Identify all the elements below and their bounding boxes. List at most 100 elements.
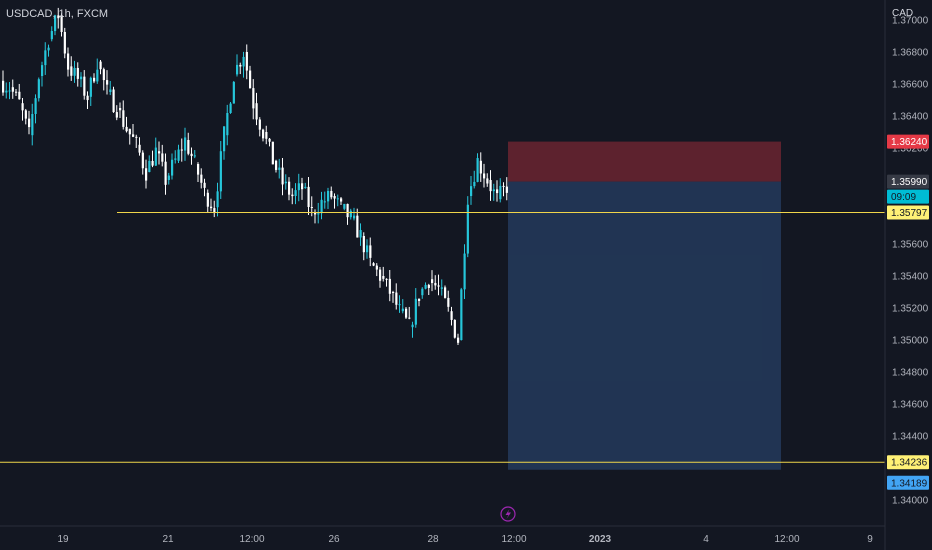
horizontal-lines[interactable] [0, 211, 885, 463]
candle [301, 177, 304, 200]
candle-body [496, 189, 499, 194]
candle [96, 58, 99, 84]
candle-body [333, 196, 336, 199]
candle-body [210, 206, 213, 209]
candle [392, 290, 395, 303]
candle [122, 100, 125, 130]
candle-body [447, 297, 450, 307]
candle-body [291, 194, 294, 197]
candle-body [197, 164, 200, 175]
candle-body [362, 236, 365, 253]
candle-body [47, 47, 50, 51]
candle-body [502, 185, 505, 187]
candle [57, 7, 60, 29]
candle-body [28, 118, 31, 128]
price-tag-bg [887, 174, 929, 189]
candle-body [265, 132, 268, 139]
candle [385, 278, 388, 287]
candle [327, 187, 330, 210]
x-tick-label: 9 [867, 534, 873, 545]
candle [128, 128, 131, 145]
candle [460, 287, 463, 341]
candle [414, 288, 417, 328]
candle [489, 170, 492, 201]
candle [151, 150, 154, 168]
candle [483, 163, 486, 188]
candle-body [8, 90, 11, 92]
candle [47, 44, 50, 57]
candle [424, 282, 427, 290]
candle [479, 152, 482, 182]
candle-body [93, 77, 96, 82]
candle-body [112, 89, 115, 113]
candle-body [343, 203, 346, 209]
candle-body [479, 160, 482, 174]
candle [359, 223, 362, 246]
candle-body [262, 129, 265, 139]
candle [210, 198, 213, 212]
candle [226, 104, 229, 146]
price-tag-hline: 1.34236 [887, 455, 929, 470]
candle-body [236, 64, 239, 75]
candle-body [486, 178, 489, 184]
candle-body [171, 159, 174, 176]
lightning-bolt-icon [505, 509, 511, 519]
candle-body [268, 138, 271, 142]
position-zones[interactable] [508, 141, 781, 470]
candle [434, 275, 437, 290]
candle-body [304, 186, 307, 188]
candle-body [164, 161, 167, 185]
candle [291, 188, 294, 205]
candle [320, 191, 323, 220]
price-tag-bg [887, 189, 929, 204]
candle [154, 137, 157, 167]
y-tick-label: 1.36800 [892, 48, 929, 59]
candle [54, 14, 57, 36]
candle-body [252, 88, 255, 109]
candle [252, 79, 255, 120]
y-tick-label: 1.36200 [892, 144, 929, 155]
candle [219, 141, 222, 199]
candle [174, 150, 177, 164]
candle-body [203, 182, 206, 188]
candle-body [109, 89, 112, 92]
candle-body [21, 103, 24, 111]
candle [271, 141, 274, 165]
candle-body [460, 289, 463, 340]
candle [275, 159, 278, 173]
stop-loss-zone[interactable] [508, 141, 781, 182]
candle-body [356, 215, 359, 238]
y-tick-label: 1.35400 [892, 272, 929, 283]
candle-body [180, 149, 183, 151]
price-tag-label: 1.34236 [891, 458, 928, 469]
candle [180, 138, 183, 162]
candle-body [499, 185, 502, 200]
candle [18, 83, 21, 100]
candle [447, 290, 450, 312]
candle-body [463, 253, 466, 290]
candle-body [245, 52, 248, 71]
candle-body [395, 292, 398, 305]
x-tick-label: 4 [703, 534, 709, 545]
candle [372, 262, 375, 267]
lightning-icon[interactable] [500, 506, 516, 522]
take-profit-zone[interactable] [508, 181, 781, 470]
candle-body [476, 158, 479, 182]
candle-body [193, 155, 196, 157]
candle-body [434, 283, 437, 286]
y-tick-label: 1.36400 [892, 112, 929, 123]
candle-body [190, 153, 193, 157]
candle [288, 177, 291, 201]
x-tick-label: 26 [328, 534, 340, 545]
candle [41, 61, 44, 87]
candle [265, 125, 268, 145]
y-tick-label: 1.34600 [892, 400, 929, 411]
price-tag-bg [887, 205, 929, 220]
candle [249, 65, 252, 89]
candle [67, 47, 70, 77]
candle-body [122, 110, 125, 127]
candle [362, 232, 365, 261]
candle-body [310, 207, 313, 209]
